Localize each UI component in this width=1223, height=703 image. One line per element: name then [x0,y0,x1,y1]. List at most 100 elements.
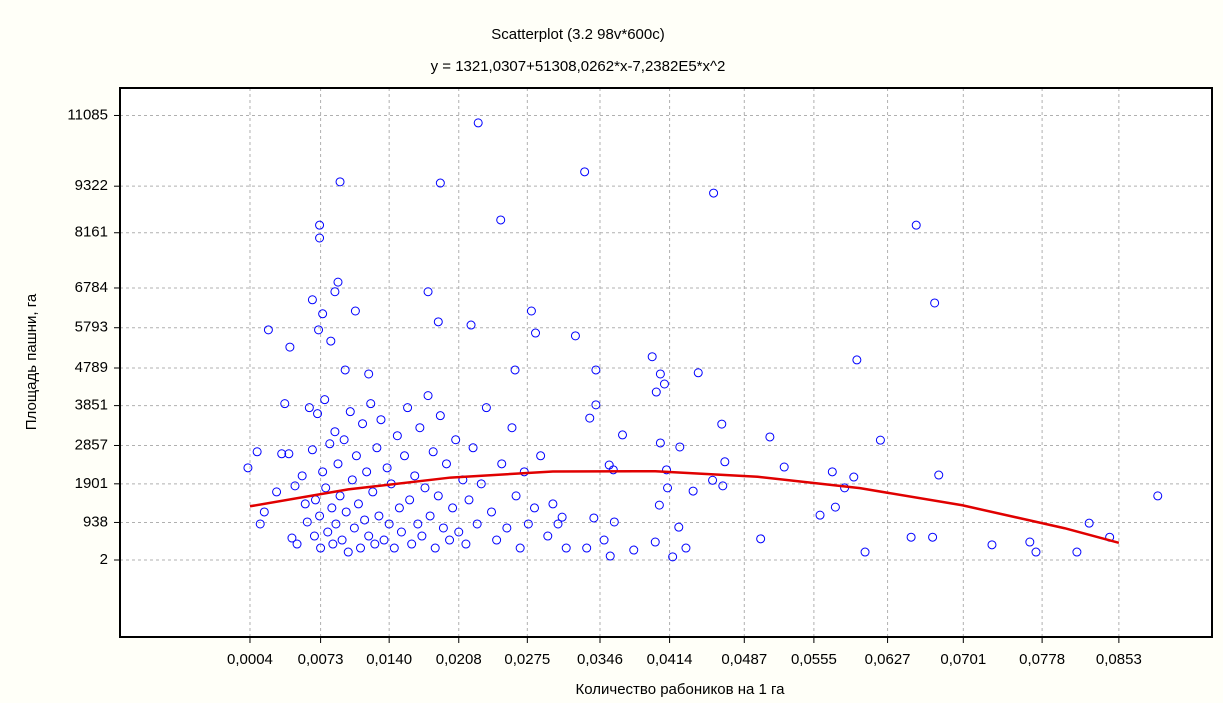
point [302,517,312,527]
point [1031,547,1041,557]
point [415,423,425,433]
point [655,438,665,448]
y-tick-label: 6784 [75,279,108,296]
point [356,543,366,553]
point [280,399,290,409]
point [364,531,374,541]
point [430,543,440,553]
point [543,531,553,541]
point [284,449,294,459]
point [313,409,323,419]
point [1025,537,1035,547]
point [428,447,438,457]
point [934,470,944,480]
point [392,431,402,441]
point [599,535,609,545]
point [650,537,660,547]
point [585,413,595,423]
point [451,435,461,445]
point [718,481,728,491]
y-tick-label: 8161 [75,224,108,241]
point [315,511,325,521]
plot-border [119,87,1213,638]
y-tick-label: 2857 [75,436,108,453]
point [343,547,353,557]
point [815,510,825,520]
point [304,403,314,413]
point [481,403,491,413]
point [502,523,512,533]
point [384,519,394,529]
point [364,369,374,379]
point [287,533,297,543]
point [309,531,319,541]
point [605,551,615,561]
y-tick-label: 11085 [67,106,108,123]
point [366,399,376,409]
point [647,352,657,362]
plot-area [120,88,1212,637]
point [423,391,433,401]
point [318,467,328,477]
point [425,511,435,521]
point [1084,518,1094,528]
point [448,503,458,513]
point [333,459,343,469]
point [339,435,349,445]
y-tick-label: 5793 [75,319,108,336]
point [307,295,317,305]
point [496,215,506,225]
point [349,523,359,533]
point [318,309,328,319]
point [379,535,389,545]
y-tick-label: 938 [83,513,108,530]
point [827,467,837,477]
point [659,379,669,389]
point [618,430,628,440]
point [252,447,262,457]
point [358,419,368,429]
point [464,495,474,505]
point [860,547,870,557]
point [441,459,451,469]
point [407,539,417,549]
point [507,423,517,433]
point [410,471,420,481]
point [345,407,355,417]
point [526,306,536,316]
point [362,467,372,477]
point [347,475,357,485]
x-tick-label: 0,0208 [436,651,482,668]
x-tick-label: 0,0346 [577,651,623,668]
point [300,499,310,509]
point [320,395,330,405]
point [693,368,703,378]
point [285,342,295,352]
point [321,483,331,493]
point [852,355,862,365]
point [497,459,507,469]
point [911,220,921,230]
x-tick-label: 0,0414 [647,651,693,668]
point [928,532,938,542]
point [400,451,410,461]
point [487,507,497,517]
x-tick-label: 0,0004 [227,651,273,668]
point [360,515,370,525]
x-tick-label: 0,0555 [791,651,837,668]
point [1153,491,1163,501]
point [708,475,718,485]
point [655,369,665,379]
point [263,325,273,335]
point [326,336,336,346]
x-tick-label: 0,0627 [865,651,911,668]
point [548,499,558,509]
x-tick-label: 0,0275 [504,651,550,668]
point [330,287,340,297]
point [529,503,539,513]
y-tick-label: 3851 [75,397,108,414]
point [688,486,698,496]
point [292,539,302,549]
point [433,317,443,327]
x-axis-label: Количество рабоников на 1 га [576,681,786,698]
